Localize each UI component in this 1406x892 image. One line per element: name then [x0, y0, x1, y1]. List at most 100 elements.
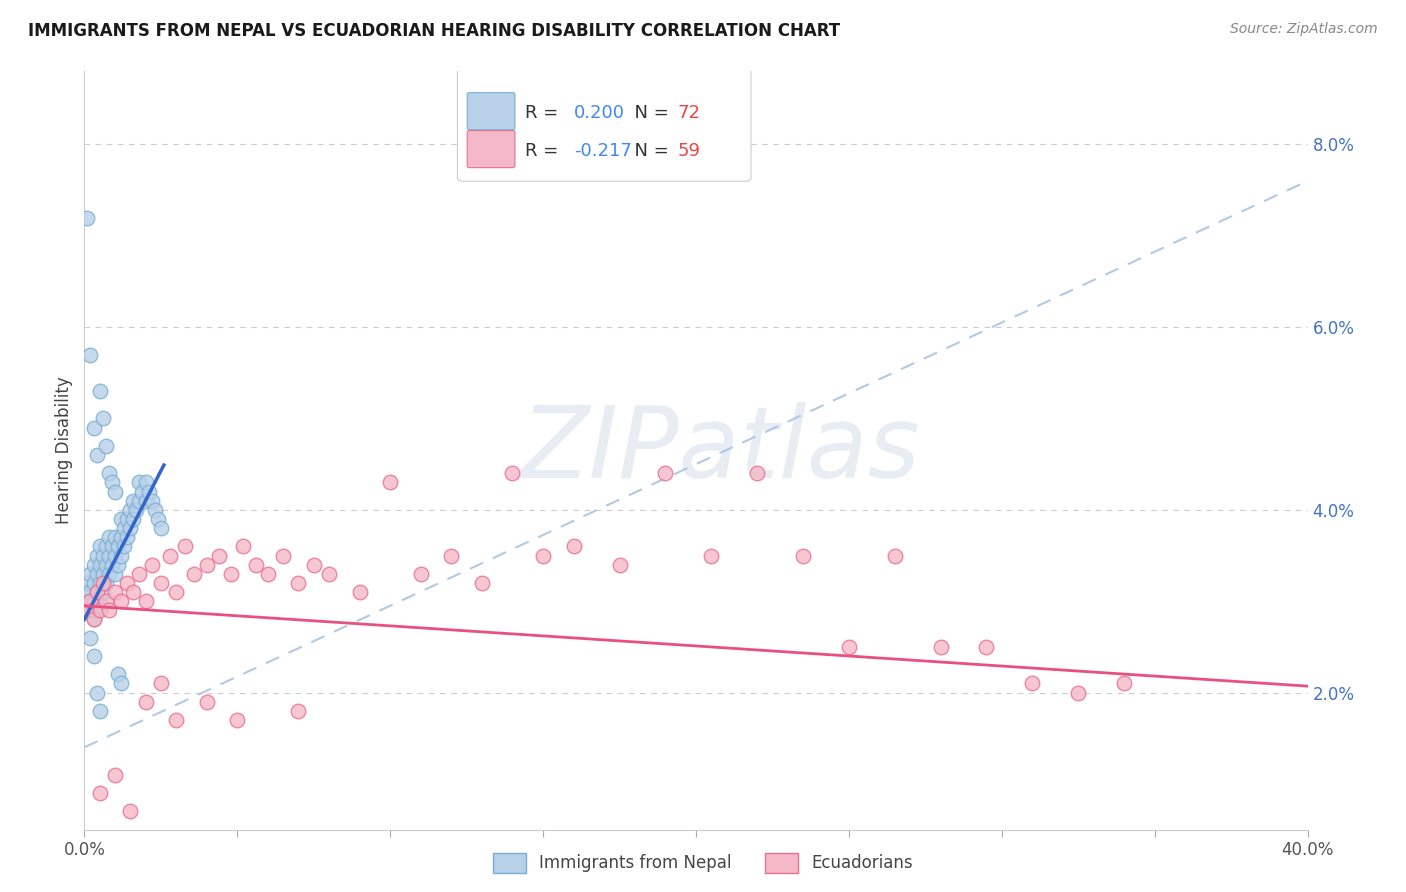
Text: 0.200: 0.200	[574, 104, 624, 122]
Point	[97, 603, 120, 617]
Point	[128, 493, 150, 508]
Point	[110, 512, 132, 526]
Point	[94, 594, 117, 608]
Point	[101, 475, 124, 490]
Point	[86, 566, 108, 581]
Point	[86, 585, 108, 599]
Point	[287, 575, 309, 590]
Point	[83, 612, 105, 626]
Point	[183, 566, 205, 581]
Point	[287, 704, 309, 718]
Point	[83, 575, 105, 590]
Point	[149, 676, 172, 690]
Point	[104, 549, 127, 563]
Point	[245, 558, 267, 572]
Point	[115, 512, 138, 526]
Point	[110, 676, 132, 690]
Legend: Immigrants from Nepal, Ecuadorians: Immigrants from Nepal, Ecuadorians	[486, 847, 920, 880]
Point	[609, 558, 631, 572]
Point	[112, 521, 135, 535]
Point	[135, 695, 157, 709]
Point	[110, 549, 132, 563]
Point	[125, 503, 148, 517]
Point	[86, 448, 108, 462]
Point	[76, 603, 98, 617]
Text: N =: N =	[623, 104, 673, 122]
Point	[104, 566, 127, 581]
Point	[91, 566, 114, 581]
Point	[120, 503, 142, 517]
Point	[380, 475, 402, 490]
FancyBboxPatch shape	[457, 64, 751, 181]
Point	[104, 585, 127, 599]
Point	[747, 467, 769, 481]
FancyBboxPatch shape	[467, 130, 515, 168]
Point	[104, 768, 127, 782]
Point	[131, 484, 153, 499]
Point	[97, 566, 120, 581]
Point	[101, 558, 124, 572]
Point	[135, 493, 157, 508]
Point	[94, 558, 117, 572]
Point	[91, 549, 114, 563]
Point	[91, 575, 114, 590]
Point	[83, 648, 105, 663]
Text: -0.217: -0.217	[574, 142, 631, 160]
Point	[146, 512, 169, 526]
Point	[97, 549, 120, 563]
Point	[838, 640, 860, 654]
Point	[226, 713, 249, 727]
Point	[120, 521, 142, 535]
Text: 59: 59	[678, 142, 700, 160]
Point	[135, 594, 157, 608]
Point	[83, 594, 105, 608]
Point	[89, 704, 111, 718]
Point	[502, 467, 524, 481]
Point	[141, 493, 163, 508]
Point	[86, 603, 108, 617]
Point	[562, 540, 585, 554]
Point	[89, 540, 111, 554]
Point	[112, 540, 135, 554]
Text: ZIPatlas: ZIPatlas	[520, 402, 921, 499]
Point	[104, 530, 127, 544]
Point	[143, 503, 166, 517]
Point	[79, 585, 101, 599]
Point	[75, 585, 97, 599]
Point	[531, 549, 554, 563]
Point	[219, 566, 242, 581]
Point	[159, 549, 181, 563]
Point	[86, 685, 108, 699]
Point	[122, 512, 145, 526]
Point	[138, 484, 160, 499]
Point	[76, 594, 98, 608]
Point	[135, 475, 157, 490]
Point	[471, 575, 494, 590]
Point	[79, 566, 101, 581]
Point	[91, 411, 114, 425]
Point	[440, 549, 463, 563]
Point	[97, 530, 120, 544]
Point	[115, 530, 138, 544]
Point	[409, 566, 432, 581]
Point	[122, 585, 145, 599]
Point	[195, 695, 218, 709]
Point	[79, 603, 101, 617]
Text: 72: 72	[678, 104, 700, 122]
Point	[79, 631, 101, 645]
Point	[89, 558, 111, 572]
Point	[83, 420, 105, 434]
Point	[89, 384, 111, 398]
Point	[976, 640, 998, 654]
Point	[232, 540, 254, 554]
Text: R =: R =	[524, 142, 564, 160]
Y-axis label: Hearing Disability: Hearing Disability	[55, 376, 73, 524]
Point	[76, 211, 98, 225]
Point	[79, 594, 101, 608]
Point	[79, 347, 101, 361]
Text: IMMIGRANTS FROM NEPAL VS ECUADORIAN HEARING DISABILITY CORRELATION CHART: IMMIGRANTS FROM NEPAL VS ECUADORIAN HEAR…	[28, 22, 841, 40]
Point	[97, 467, 120, 481]
Point	[94, 575, 117, 590]
Point	[94, 439, 117, 453]
Point	[929, 640, 952, 654]
